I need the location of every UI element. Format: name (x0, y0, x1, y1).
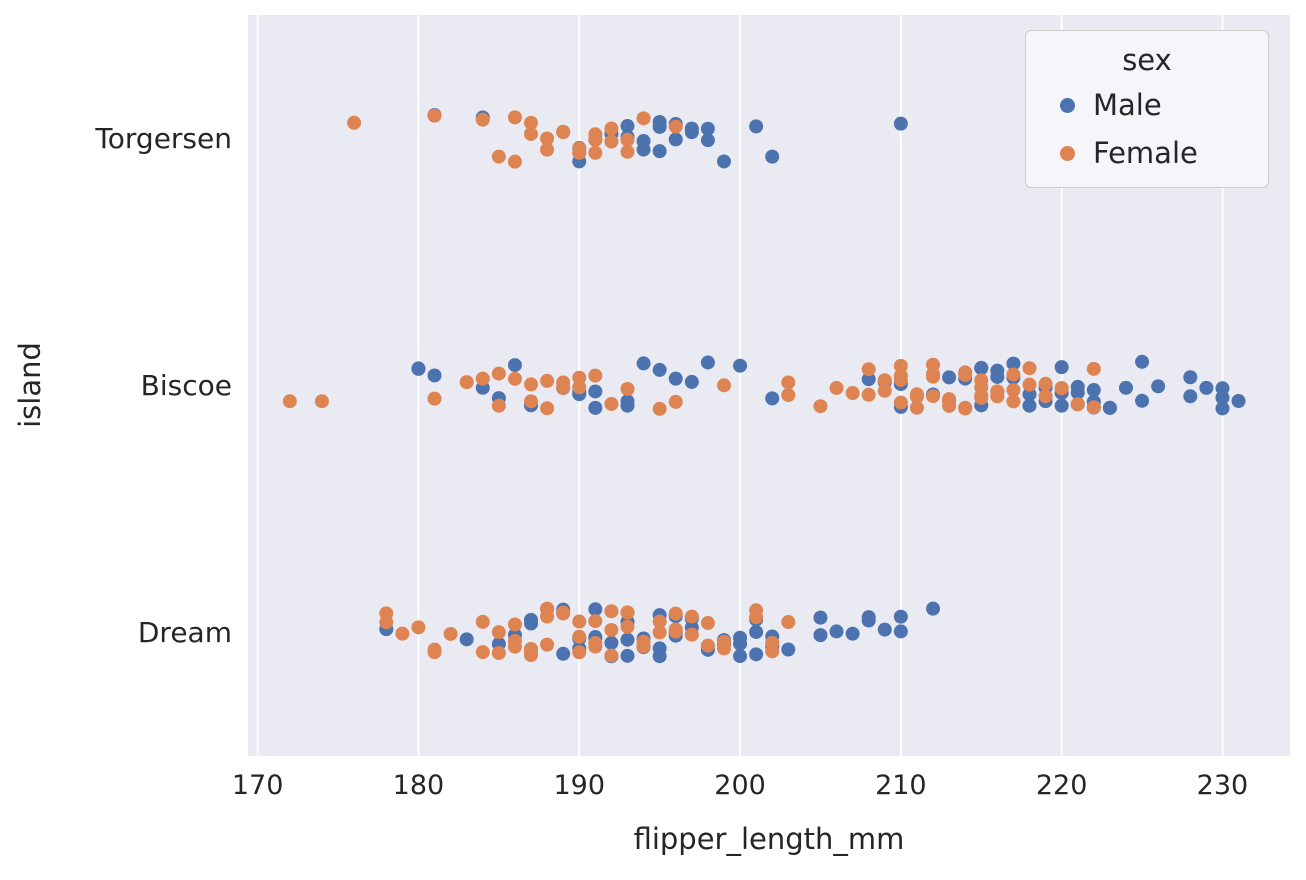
legend-entry-male: Male (1026, 81, 1268, 129)
legend-title: sex (1122, 43, 1172, 77)
x-tick-label: 170 (231, 770, 284, 801)
legend-label-male: Male (1093, 88, 1162, 122)
x-tick-label: 230 (1196, 770, 1249, 801)
female-dot-icon (1060, 145, 1075, 161)
male-dot-icon (1060, 97, 1075, 113)
legend: sex Male Female (1025, 30, 1269, 188)
x-tick-label: 220 (1035, 770, 1088, 801)
x-tick-label: 200 (714, 770, 766, 801)
x-axis-title: flipper_length_mm (633, 822, 905, 856)
x-tick-label: 190 (553, 770, 606, 801)
x-tick-label: 180 (392, 770, 445, 801)
y-tick-label-biscoe: Biscoe (140, 369, 232, 402)
legend-entry-female: Female (1026, 129, 1268, 177)
y-tick-label-torgersen: Torgersen (95, 122, 232, 155)
legend-label-female: Female (1093, 136, 1198, 170)
x-tick-label: 210 (875, 770, 927, 801)
y-tick-label-dream: Dream (137, 616, 232, 649)
